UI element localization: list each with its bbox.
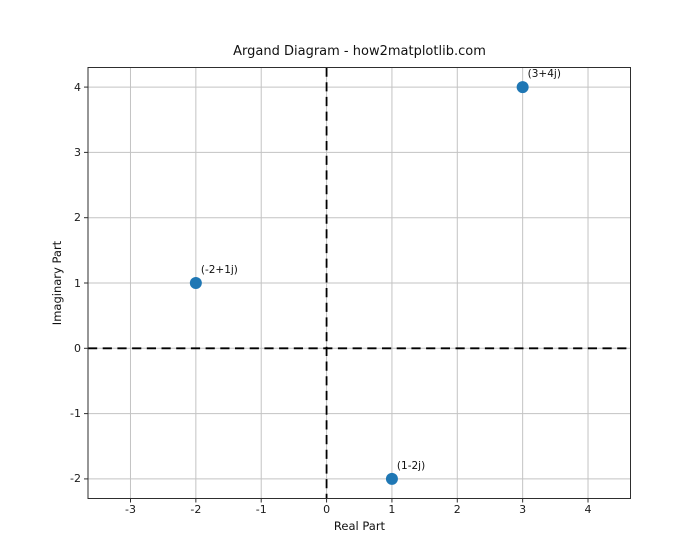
x-tick-label: -3	[125, 503, 136, 516]
x-axis-label: Real Part	[333, 519, 386, 533]
data-point-marker	[385, 472, 398, 485]
y-tick-label: 1	[74, 276, 81, 290]
y-tick-label: -1	[70, 407, 81, 421]
y-tick-label: 4	[74, 80, 81, 94]
x-tick-label: -2	[190, 503, 202, 516]
data-point-marker	[516, 81, 529, 94]
x-tick-label: 3	[519, 503, 527, 516]
point-annotation: (1-2j)	[396, 459, 426, 472]
y-tick-label: -2	[70, 472, 81, 486]
chart-title: Argand Diagram - how2matplotlib.com	[233, 44, 486, 59]
x-tick-label: 4	[584, 503, 592, 516]
x-tick-label: 1	[388, 503, 396, 516]
point-annotation: (-2+1j)	[200, 264, 238, 276]
point-annotation: (3+4j)	[527, 68, 561, 81]
data-point-marker	[189, 277, 202, 289]
y-tick-label: 3	[74, 145, 81, 159]
y-tick-label: 0	[74, 341, 81, 355]
x-tick-label: -1	[255, 503, 267, 516]
y-tick-label: 2	[74, 211, 81, 225]
x-tick-label: 2	[453, 503, 461, 516]
x-tick-label: 0	[323, 503, 331, 516]
